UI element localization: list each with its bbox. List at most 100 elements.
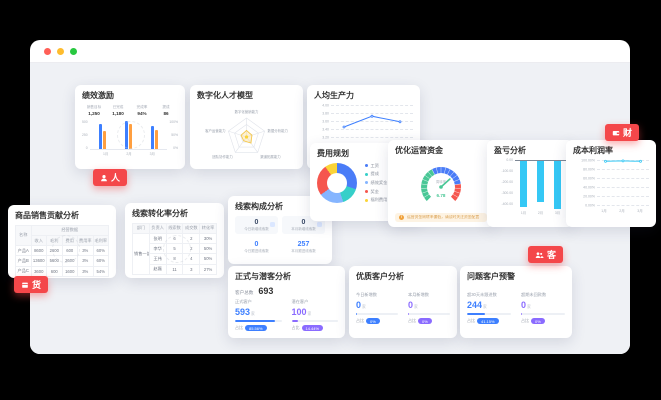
column-header: 部门: [132, 222, 150, 234]
stat-caption: 本月新增数: [408, 291, 429, 297]
card-title: 线索转化率分析: [132, 209, 188, 218]
legend-label: 奖金: [370, 188, 379, 194]
performance-stats: 销售目标 1,250 已完成 1,180 完成率 94% 提成 86: [82, 105, 178, 116]
stat-label: 销售目标: [86, 104, 102, 109]
table-cell: 600: [46, 265, 63, 277]
y-tick: -100.00: [501, 168, 514, 173]
stat-caption: 正式客户: [235, 298, 252, 304]
maximize-window-icon[interactable]: [70, 47, 77, 55]
product-sales-table: 名称 经营数据 收入 毛利 费用 费用率 毛利率 产品A 8600 2600 600 3% 60% 产品B…: [15, 224, 109, 277]
legend-dot: [365, 172, 368, 176]
column-header: 线索数: [165, 222, 184, 234]
plot-area: [89, 119, 168, 150]
ratio-row: 占比 0%: [408, 318, 450, 325]
badge-label: 客: [547, 250, 557, 260]
customer-stat: 正式客户 593家 占比 85.56%: [235, 298, 282, 332]
grid-row: 3.60: [314, 119, 413, 129]
x-tick: 3月: [554, 210, 561, 215]
grid-row: 0.00%: [573, 203, 649, 207]
card-title: 盈亏分析: [494, 146, 526, 155]
customer-split-columns: 正式客户 593家 占比 85.56% 潜在客户 100家 占比 14.44%: [235, 298, 338, 332]
x-tick: 1月: [103, 151, 109, 156]
grid-line: [331, 128, 413, 130]
grouped-bar-chart: 500 250 0 100% 50% 0%: [82, 119, 178, 150]
talent-radar-chart: 数字化营销能力 数据分析能力 渠道拓展能力 团队协作能力 客户运营能力: [197, 105, 296, 170]
progress-fill: [356, 312, 357, 316]
stat-caption: 超30天未跟进数: [467, 291, 497, 297]
close-window-icon[interactable]: [44, 47, 51, 55]
grid-row: 80.00%: [573, 167, 649, 178]
customer-total-value: 693: [258, 285, 274, 296]
stat-unit: 家: [483, 305, 487, 310]
cost-margin-line-chart: 100.00% 80.00% 60.00% 40.00% 20.00% 0.00% 1月 2月…: [573, 158, 649, 214]
progress-track: [291, 319, 338, 323]
svg-text:周转率: 周转率: [436, 179, 447, 184]
table-cell: 50%: [199, 253, 217, 265]
stat-value: 86: [163, 110, 169, 116]
table-row: 李华 5 2 50%: [133, 243, 217, 255]
minimize-window-icon[interactable]: [57, 47, 64, 55]
ratio-label: 占比: [235, 325, 243, 331]
card-working-capital-gauge: 优化运营资金 周转率 6.78 ! 运营资金周转率偏低，请及时关注资金配置: [388, 140, 494, 227]
card-title: 成本利润率: [573, 146, 613, 155]
y-tick: 0.00: [506, 157, 513, 162]
badge-goods: 货: [14, 276, 49, 293]
capital-gauge-chart: 周转率 6.78: [395, 160, 487, 211]
table-cell: 2600: [46, 245, 63, 257]
table-row: 赵磊 11 3 27%: [133, 263, 217, 275]
table-cell: 60%: [92, 245, 109, 257]
bar: [537, 160, 544, 202]
x-tick: 2月: [126, 151, 132, 156]
bar-group: [150, 125, 158, 149]
customer-stat: 潜在客户 100家 占比 14.44%: [291, 299, 338, 332]
line-series-svg: [604, 159, 642, 163]
table-cell: 产品B: [15, 255, 32, 267]
card-lead-conversion-table: 线索转化率分析 部门 负责人 线索数 成交数 转化率 销售一部 张明 6 2 30% 李华 5 2 50%…: [125, 203, 224, 278]
wallet-icon: [612, 130, 620, 135]
y-tick: 250: [82, 132, 88, 137]
bar: [128, 123, 132, 149]
table-cell: 李华: [148, 243, 167, 255]
column-header: 成交数: [182, 222, 201, 234]
bar: [99, 123, 103, 149]
card-quality-customers: 优质客户分析 今日新增数 0家 占比 0% 本月新增数 0家 占比 0%: [349, 266, 457, 338]
lead-tiles: 0 今日新增线索数 0 本月新增线索数 0 今日跟进线索数 257 本月跟进线索数: [235, 215, 325, 256]
stat-value: 244家: [467, 300, 487, 311]
table-cell: 3%: [77, 265, 94, 277]
table-cell: 30%: [199, 232, 217, 245]
table-cell: 5600: [46, 255, 63, 267]
legend-label: 绩效奖金: [370, 179, 388, 185]
stat-value: 1,180: [112, 110, 124, 116]
ratio-pill: 0%: [531, 318, 545, 325]
table-cell: 张明: [148, 232, 167, 245]
table-cell: 赵磊: [148, 263, 167, 275]
y-tick: -300.00: [501, 190, 514, 195]
package-icon: [22, 282, 28, 288]
bar: [103, 130, 107, 149]
badge-finance: 财: [605, 124, 640, 141]
people-icon: [535, 251, 544, 258]
badge-label: 人: [111, 173, 121, 183]
legend-label: 提成: [370, 171, 379, 177]
customer-total-label: 客户总数: [235, 289, 254, 295]
stat-value: 593家: [235, 307, 255, 318]
progress-track: [356, 312, 398, 316]
table-cell: 2: [182, 243, 201, 255]
table-row: 产品C 3600 600 1600 3% 54%: [15, 265, 109, 277]
table-cell: 销售一部: [132, 232, 150, 275]
column-header: 毛利: [46, 234, 63, 247]
donut-wrap: 工资30%提成15%绩效奖金20%奖金25%福利费用10%: [317, 163, 415, 203]
stat-value: 0家: [356, 300, 366, 311]
x-tick: 1月: [601, 208, 607, 213]
tile-label: 今日新增线索数: [244, 226, 269, 231]
stat-cell: 提成 86: [154, 105, 178, 116]
funnel-icon: [270, 221, 275, 227]
y-tick: 80.00%: [583, 167, 595, 172]
y-tick: 3.40: [322, 127, 329, 132]
card-product-sales-table: 商品销售贡献分析 名称 经营数据 收入 毛利 费用 费用率 毛利率 产品A 8600 2600 60…: [8, 205, 116, 278]
lead-tile: 0 今日跟进线索数: [235, 238, 278, 256]
stat-value: 0家: [521, 300, 531, 311]
y-axis: 0.00 -100.00 -200.00 -300.00 -400.00: [494, 157, 514, 206]
table-cell: 王伟: [148, 253, 167, 265]
card-title: 商品销售贡献分析: [15, 211, 79, 220]
